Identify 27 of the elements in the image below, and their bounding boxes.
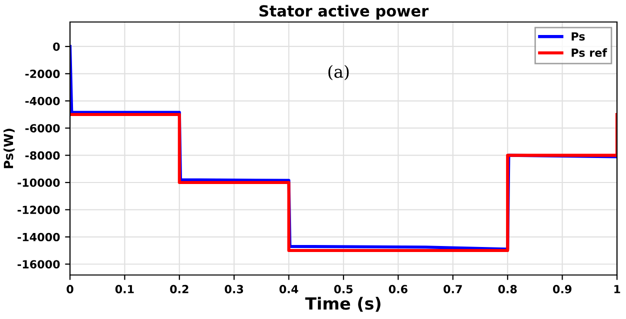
y-tick-label: 0 — [53, 42, 60, 51]
y-axis-title: Ps(W) — [4, 128, 15, 168]
y-tick-label: -4000 — [25, 96, 60, 106]
x-tick-label: 0 — [66, 284, 74, 294]
y-tick-label: -6000 — [25, 124, 60, 132]
y-tick-label: -14000 — [18, 232, 60, 242]
x-tick-label: 0.4 — [279, 284, 298, 294]
y-tick-label: -12000 — [18, 206, 60, 214]
x-tick-label: 0.5 — [334, 284, 353, 294]
x-tick-label: 0.3 — [224, 284, 244, 294]
chart-title: Stator active power — [259, 4, 429, 20]
x-tick-label: 0.7 — [444, 284, 462, 294]
legend-label: Ps ref — [572, 48, 608, 57]
y-tick-label: -10000 — [18, 178, 60, 187]
x-tick-label: 0.9 — [552, 284, 572, 294]
x-tick-label: 0.6 — [388, 284, 408, 294]
x-axis-title: Time (s) — [305, 296, 380, 312]
x-tick-label: 0.8 — [498, 284, 517, 294]
x-tick-label: 0.1 — [115, 284, 134, 294]
y-tick-label: -16000 — [18, 260, 60, 268]
line-series — [70, 112, 617, 252]
legend-label: Ps — [572, 32, 585, 41]
y-tick-label: -8000 — [25, 151, 60, 160]
x-tick-label: 1 — [614, 285, 620, 294]
y-tick-label: -2000 — [25, 70, 60, 78]
annotation: (a) — [328, 64, 349, 80]
x-tick-label: 0.2 — [170, 284, 188, 294]
